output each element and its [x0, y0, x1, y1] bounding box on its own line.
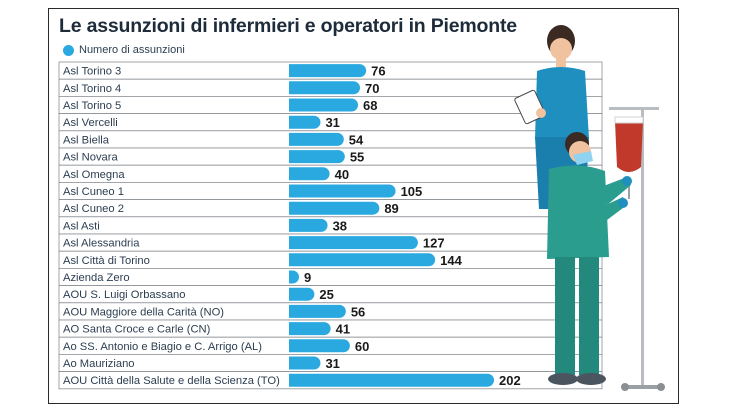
category-label: Asl Asti	[63, 220, 100, 232]
bar	[289, 64, 367, 78]
category-label: Asl Torino 3	[63, 66, 121, 78]
value-label: 31	[325, 356, 339, 371]
value-label: 202	[499, 373, 521, 388]
value-label: 60	[355, 339, 369, 354]
bar	[289, 150, 345, 164]
value-label: 31	[325, 115, 339, 130]
bar	[289, 201, 380, 215]
value-label: 54	[349, 132, 364, 147]
bar	[289, 115, 321, 129]
value-label: 41	[336, 322, 350, 337]
category-label: AOU S. Luigi Orbassano	[63, 289, 186, 301]
bar	[289, 339, 350, 353]
value-label: 56	[351, 304, 365, 319]
table-row	[58, 216, 603, 235]
value-label: 105	[401, 184, 423, 199]
category-label: Asl Omegna	[63, 169, 125, 181]
iv-bag-icon	[615, 121, 643, 172]
iv-drip-stand-icon	[609, 107, 665, 391]
category-label: Ao Mauriziano	[63, 358, 135, 370]
value-label: 76	[371, 64, 385, 79]
bar	[289, 132, 344, 146]
bar	[289, 356, 321, 370]
category-label: Asl Biella	[63, 134, 110, 146]
bar	[289, 81, 361, 95]
category-label: Asl Cuneo 2	[63, 203, 124, 215]
bar	[289, 167, 330, 181]
category-label: Asl Alessandria	[63, 238, 140, 250]
category-label: AO Santa Croce e Carle (CN)	[63, 324, 211, 336]
value-label: 55	[350, 150, 364, 165]
bar	[289, 304, 346, 318]
legend-label: Numero di assunzioni	[79, 44, 185, 56]
category-label: Asl Torino 5	[63, 100, 121, 112]
category-label: Asl Cuneo 1	[63, 186, 124, 198]
nurse-with-mask-icon	[547, 132, 632, 385]
bar	[289, 236, 418, 250]
value-label: 127	[423, 236, 445, 251]
table-row	[58, 267, 603, 286]
value-label: 38	[333, 218, 347, 233]
value-label: 89	[384, 201, 398, 216]
category-label: Asl Città di Torino	[63, 255, 150, 267]
legend-swatch	[63, 44, 74, 56]
category-label: Asl Torino 4	[63, 83, 121, 95]
bar	[289, 98, 359, 112]
chart-title: Le assunzioni di infermieri e operatori …	[59, 15, 517, 37]
bar	[289, 270, 299, 284]
value-label: 9	[304, 270, 311, 285]
value-label: 68	[363, 98, 377, 113]
value-label: 40	[335, 167, 349, 182]
value-label: 144	[440, 253, 462, 268]
value-label: 70	[365, 81, 379, 96]
chart-rows: Asl Torino 3 76 Asl Torino 4 70 Asl Torino 5…	[58, 61, 603, 390]
bar	[289, 287, 315, 301]
legend: Numero di assunzioni	[63, 42, 185, 58]
category-label: Ao SS. Antonio e Biagio e C. Arrigo (AL)	[63, 341, 262, 353]
nurses-illustration	[514, 25, 665, 391]
face-mask-icon	[573, 151, 593, 165]
infographic-frame: Le assunzioni di infermieri e operatori …	[48, 8, 679, 404]
category-label: Azienda Zero	[63, 272, 130, 284]
bar	[289, 218, 328, 232]
bar	[289, 373, 495, 387]
bar	[289, 253, 436, 267]
category-label: AOU Maggiore della Carità (NO)	[63, 306, 224, 318]
category-label: Asl Novara	[63, 152, 118, 164]
value-label: 25	[319, 287, 333, 302]
table-row	[58, 164, 603, 183]
category-label: AOU Città della Salute e della Scienza (…	[63, 375, 280, 387]
bar	[289, 322, 331, 336]
bar-chart: Asl Torino 3 76 Asl Torino 4 70 Asl Torino 5…	[58, 25, 665, 391]
bar	[289, 184, 396, 198]
category-label: Asl Vercelli	[63, 117, 118, 129]
